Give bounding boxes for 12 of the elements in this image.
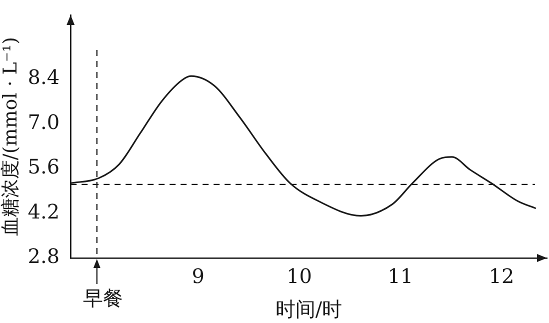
ref-line-label: 早餐 xyxy=(82,286,123,310)
y-tick-label: 8.4 xyxy=(28,65,60,90)
y-tick-label: 5.6 xyxy=(28,154,60,179)
x-tick-label: 12 xyxy=(488,264,514,288)
x-axis-title: 时间/时 xyxy=(275,297,342,322)
x-tick-label: 11 xyxy=(388,264,414,288)
y-tick-label: 4.2 xyxy=(28,199,60,224)
x-tick-label: 10 xyxy=(286,264,312,288)
y-axis-title: 血糖浓度/(mmol · L⁻¹) xyxy=(0,36,22,236)
y-tick-label: 2.8 xyxy=(28,244,60,268)
x-tick-label: 9 xyxy=(192,264,204,288)
y-tick-label: 7.0 xyxy=(28,110,60,134)
